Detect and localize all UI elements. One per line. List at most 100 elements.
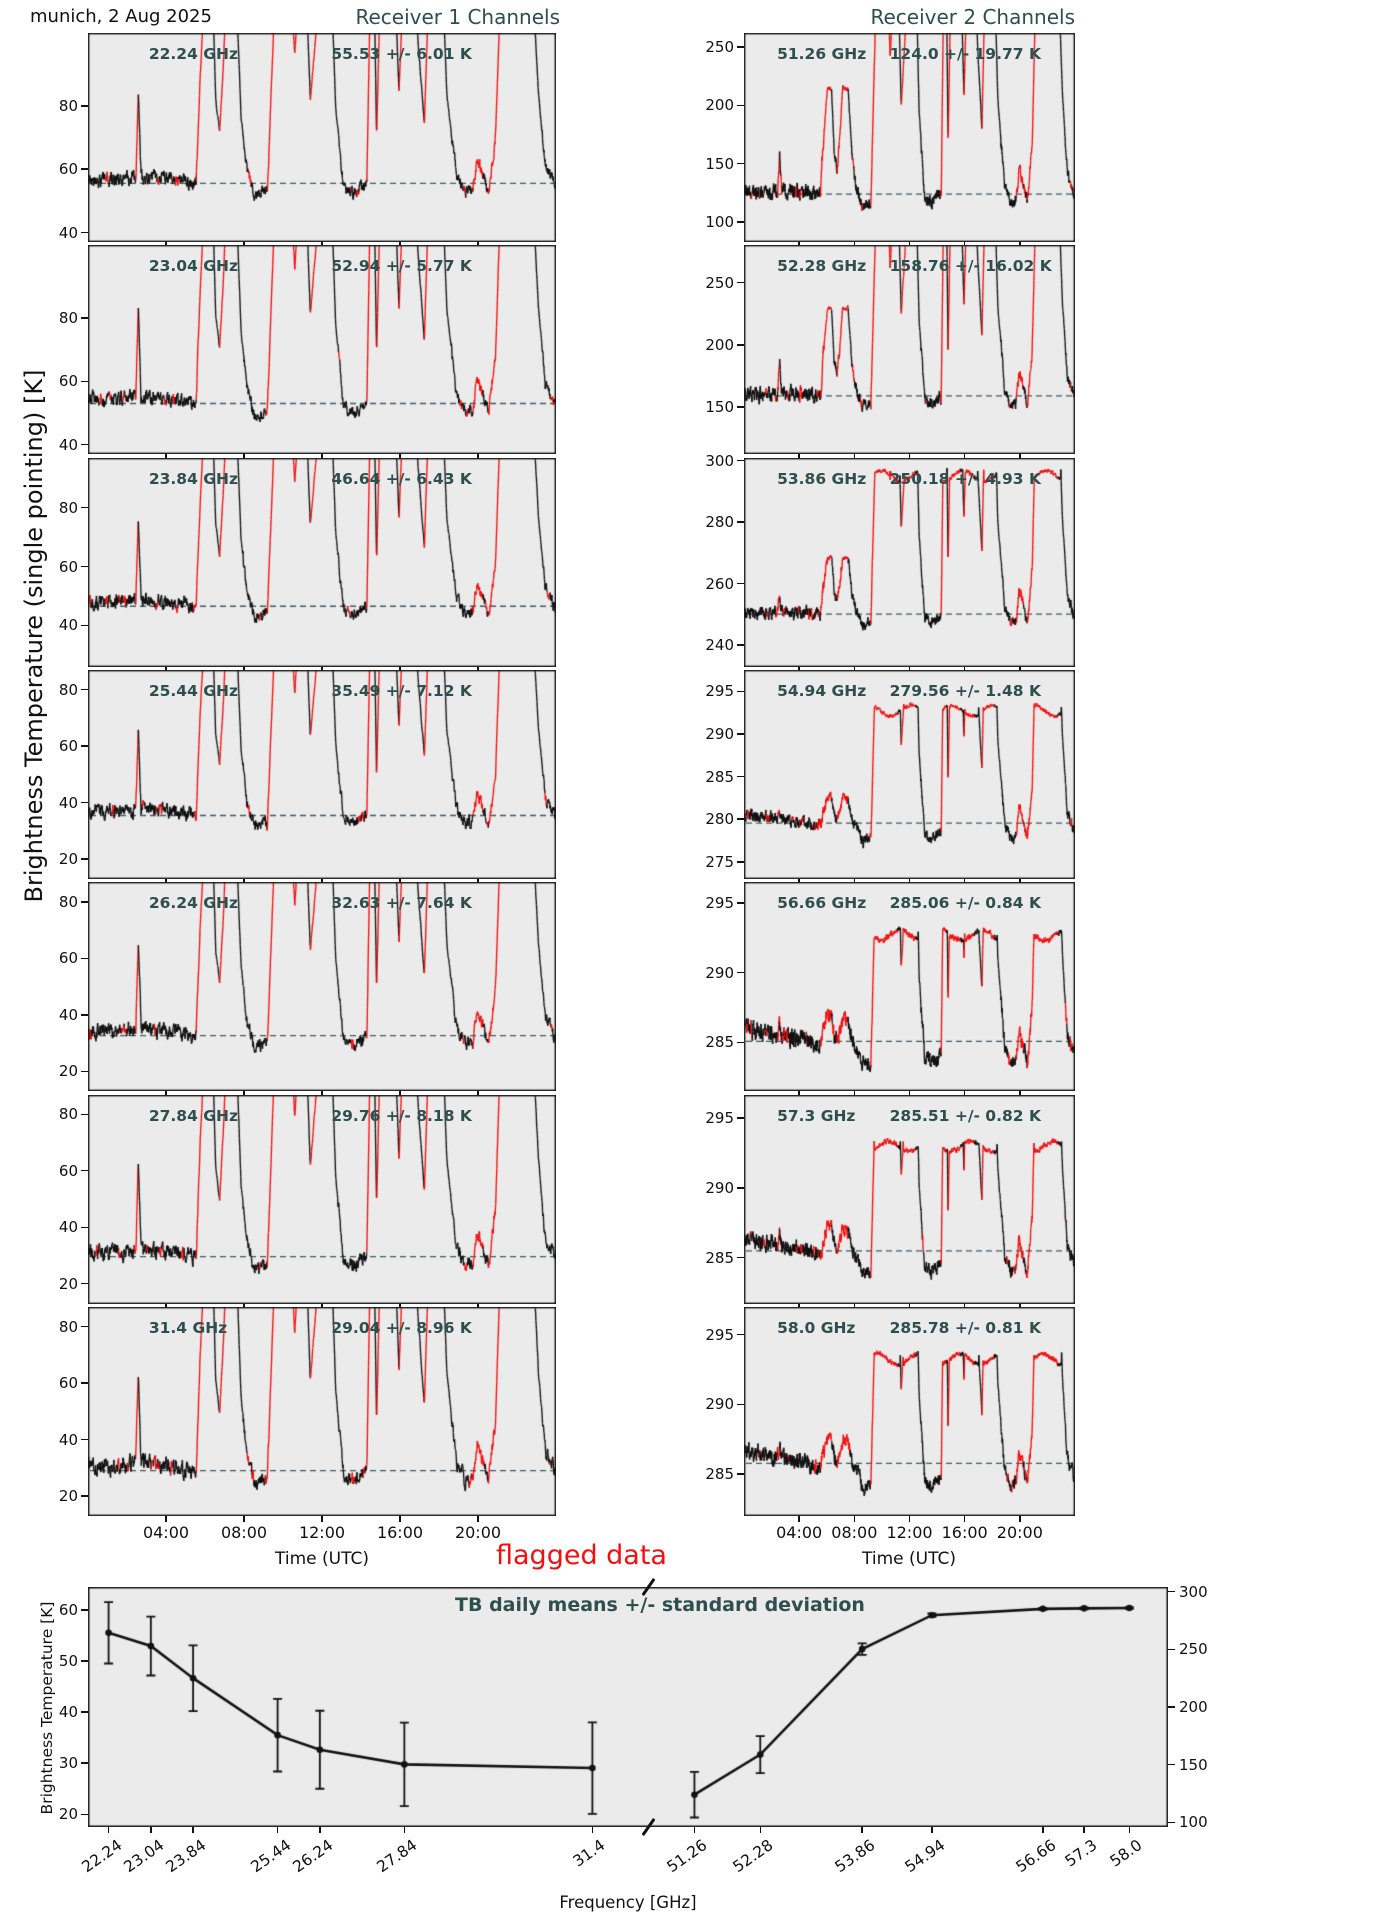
btm-y-tick-mark	[81, 1711, 88, 1713]
btm-y-tick-label: 60	[58, 1600, 78, 1619]
time-tick-mark	[243, 454, 245, 460]
y-tick-mark	[737, 46, 744, 48]
y-tick-label: 290	[705, 1395, 734, 1414]
time-tick-label: 12:00	[298, 1523, 346, 1542]
panel-stats-label: 55.53 +/- 6.01 K	[331, 45, 472, 63]
time-tick-mark	[1019, 666, 1021, 672]
time-tick-mark	[243, 1515, 245, 1522]
time-tick-mark	[243, 1091, 245, 1097]
plot-canvas-52.28GHz	[744, 245, 1075, 455]
y-tick-mark	[737, 406, 744, 408]
y-tick-label: 20	[58, 1487, 78, 1506]
y-tick-mark	[737, 281, 744, 284]
y-tick-label: 40	[58, 1005, 78, 1024]
btm-y-tick-mark	[1168, 1706, 1175, 1708]
btm-y-tick-label: 50	[58, 1652, 78, 1671]
time-tick-mark	[477, 454, 479, 460]
time-tick-mark	[798, 878, 800, 884]
time-tick-mark	[399, 242, 401, 247]
freq-tick-mark	[1042, 1827, 1044, 1833]
plot-canvas-51.26GHz	[744, 33, 1075, 242]
y-tick-label: 40	[58, 793, 78, 812]
y-tick-mark	[737, 733, 744, 735]
freq-tick-mark	[403, 1827, 406, 1833]
y-tick-mark	[737, 775, 744, 778]
time-tick-mark	[798, 666, 800, 672]
btm-y-tick-label: 200	[1179, 1698, 1208, 1716]
time-tick-label: 04:00	[776, 1523, 823, 1542]
y-tick-mark	[81, 105, 88, 107]
y-tick-mark	[737, 521, 744, 523]
time-tick-mark	[1019, 1091, 1021, 1097]
time-tick-mark	[908, 1303, 911, 1309]
y-tick-label: 250	[705, 38, 734, 56]
y-tick-mark	[81, 168, 88, 170]
time-tick-mark	[798, 1515, 800, 1522]
time-tick-mark	[908, 1091, 911, 1097]
y-tick-mark	[81, 957, 88, 960]
panel-freq-label: 22.24 GHz	[148, 45, 238, 63]
time-tick-mark	[1019, 878, 1021, 884]
y-tick-mark	[737, 644, 744, 646]
y-tick-mark	[81, 1495, 88, 1497]
y-tick-label: 285	[705, 767, 734, 786]
plot-canvas-54.94GHz	[744, 669, 1075, 879]
y-tick-mark	[81, 801, 88, 804]
time-tick-mark	[165, 666, 167, 672]
time-tick-mark	[853, 1091, 856, 1097]
panel-stats-label: 35.49 +/- 7.12 K	[331, 681, 472, 700]
time-tick-mark	[477, 1303, 479, 1309]
y-tick-label: 290	[705, 963, 734, 982]
time-tick-mark	[853, 1515, 856, 1522]
y-tick-mark	[81, 506, 88, 509]
panel-freq-label: 23.04 GHz	[148, 257, 238, 276]
bottom-x-axis-label: Frequency [GHz]	[559, 1893, 697, 1912]
time-tick-mark	[165, 878, 167, 884]
y-tick-label: 40	[58, 1218, 78, 1237]
btm-y-tick-mark	[81, 1813, 88, 1815]
btm-y-tick-mark	[1168, 1821, 1175, 1824]
y-tick-label: 280	[705, 513, 734, 532]
y-tick-mark	[737, 1403, 744, 1406]
y-tick-mark	[737, 459, 744, 462]
freq-tick-mark	[107, 1827, 110, 1833]
panel-stats-label: 285.06 +/- 0.84 K	[889, 894, 1041, 913]
freq-tick-mark	[319, 1827, 321, 1833]
btm-y-tick-mark	[81, 1609, 88, 1611]
daily-means-chart-canvas	[88, 1587, 1168, 1827]
y-tick-mark	[81, 1382, 88, 1384]
y-tick-label: 275	[705, 852, 734, 871]
time-tick-mark	[908, 666, 911, 672]
plot-canvas-26.24GHz	[88, 882, 556, 1092]
panel-freq-label: 25.44 GHz	[148, 681, 238, 700]
freq-tick-mark	[693, 1827, 696, 1833]
time-tick-mark	[399, 454, 401, 460]
time-tick-mark	[853, 454, 856, 460]
y-tick-mark	[81, 565, 88, 568]
time-tick-label: 12:00	[886, 1523, 933, 1542]
y-tick-label: 280	[705, 810, 734, 829]
plot-canvas-53.86GHz	[744, 457, 1075, 667]
time-tick-mark	[1019, 1515, 1021, 1522]
panel-freq-label: 54.94 GHz	[777, 681, 867, 700]
y-tick-label: 40	[58, 223, 78, 242]
y-tick-label: 150	[705, 398, 734, 417]
time-tick-mark	[853, 1303, 856, 1309]
time-tick-label: 08:00	[831, 1523, 878, 1542]
freq-tick-mark	[1128, 1827, 1130, 1833]
plot-canvas-23.84GHz	[88, 457, 556, 667]
y-tick-label: 250	[705, 273, 734, 292]
panel-freq-label: 23.84 GHz	[148, 469, 238, 488]
y-tick-label: 60	[58, 949, 78, 968]
time-tick-mark	[321, 1091, 323, 1097]
btm-y-tick-label: 40	[58, 1703, 78, 1722]
y-tick-mark	[737, 1041, 744, 1044]
y-tick-label: 80	[58, 680, 78, 699]
y-tick-label: 80	[58, 309, 78, 328]
freq-tick-mark	[150, 1827, 152, 1833]
y-tick-label: 80	[58, 498, 78, 517]
y-tick-label: 40	[58, 1430, 78, 1449]
y-tick-label: 290	[705, 1178, 734, 1197]
freq-tick-mark	[861, 1827, 863, 1833]
